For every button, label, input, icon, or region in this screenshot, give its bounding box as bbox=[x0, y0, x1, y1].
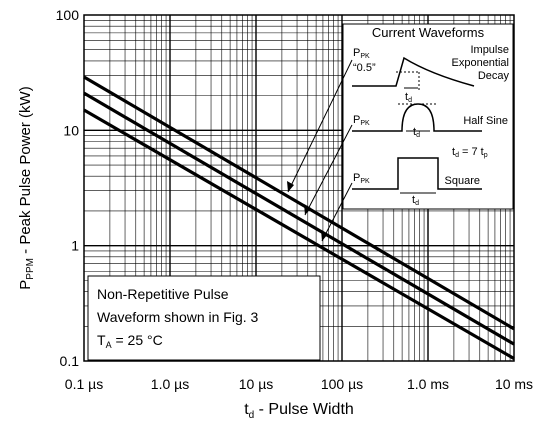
x-tick-label: 1.0 ms bbox=[407, 376, 449, 392]
impulse-label-1: Impulse bbox=[470, 44, 509, 56]
halfsine-td-label: td bbox=[413, 126, 420, 139]
impulse-td-label: td bbox=[405, 91, 412, 104]
waveform-inset: Current Waveforms PPK “0.5” td Impulse E… bbox=[287, 23, 514, 242]
series-group bbox=[83, 75, 515, 360]
x-axis-label: td - Pulse Width bbox=[244, 401, 354, 421]
arrow-halfsine-head bbox=[304, 204, 311, 215]
inset-background bbox=[342, 23, 514, 210]
impulse-label-2: Exponential bbox=[452, 57, 510, 69]
series-line-1 bbox=[83, 75, 515, 331]
x-tick-label: 0.1 µs bbox=[65, 376, 103, 392]
arrow-impulse-head bbox=[287, 181, 294, 192]
y-axis-label: PPPM - Peak Pulse Power (kW) bbox=[17, 86, 36, 289]
square-waveform bbox=[352, 157, 482, 190]
x-tick-label: 100 µs bbox=[321, 376, 363, 392]
y-tick-label: 0.1 bbox=[60, 353, 80, 369]
series-line-3 bbox=[83, 108, 515, 360]
y-tick-label: 1 bbox=[71, 238, 79, 254]
impulse-label-3: Decay bbox=[478, 70, 510, 82]
inset-title: Current Waveforms bbox=[372, 25, 485, 40]
y-tick-labels: 0.1 1 10 100 bbox=[56, 7, 80, 369]
td-tp-relation: td = 7 tp bbox=[452, 146, 488, 159]
x-tick-label: 10 ms bbox=[495, 376, 533, 392]
square-td-label: td bbox=[412, 194, 419, 207]
conditions-line-2: Waveform shown in Fig. 3 bbox=[97, 309, 259, 325]
conditions-line-3: TA = 25 °C bbox=[97, 332, 163, 350]
conditions-background bbox=[87, 275, 321, 361]
x-tick-labels: 0.1 µs 1.0 µs 10 µs 100 µs 1.0 ms 10 ms bbox=[65, 376, 533, 392]
y-tick-label: 10 bbox=[63, 122, 79, 138]
plot-frame bbox=[83, 14, 515, 362]
conditions-line-1: Non-Repetitive Pulse bbox=[97, 286, 229, 302]
impulse-half-label: “0.5” bbox=[353, 62, 376, 74]
impulse-waveform bbox=[352, 56, 475, 87]
square-label: Square bbox=[445, 175, 480, 187]
conditions-box: Non-Repetitive Pulse Waveform shown in F… bbox=[87, 275, 321, 361]
arrow-halfsine bbox=[304, 124, 353, 216]
series-line-2 bbox=[83, 91, 515, 346]
arrow-square-head bbox=[321, 230, 328, 241]
x-tick-label: 10 µs bbox=[239, 376, 274, 392]
arrow-square bbox=[321, 182, 353, 242]
halfsine-waveform bbox=[352, 103, 482, 132]
y-tick-label: 100 bbox=[56, 7, 80, 23]
impulse-ppk-label: PPK bbox=[353, 47, 370, 60]
halfsine-ppk-label: PPK bbox=[353, 114, 370, 127]
halfsine-label: Half Sine bbox=[463, 115, 508, 127]
x-tick-label: 1.0 µs bbox=[151, 376, 189, 392]
arrow-impulse bbox=[287, 59, 353, 193]
square-ppk-label: PPK bbox=[353, 172, 370, 185]
